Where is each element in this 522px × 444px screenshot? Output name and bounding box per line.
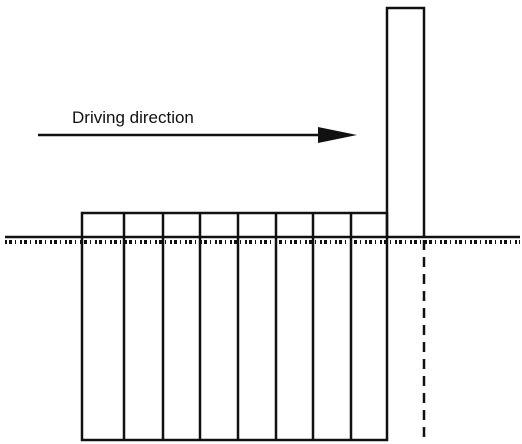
pile-above-ground — [385, 6, 426, 237]
direction-label: Driving direction — [72, 108, 194, 127]
pile-group-outline — [80, 211, 389, 442]
driven-piles — [80, 211, 389, 442]
ground-surface — [5, 235, 520, 244]
direction-arrow — [38, 127, 357, 143]
arrow-head — [318, 127, 357, 143]
pile-being-driven — [385, 6, 426, 440]
